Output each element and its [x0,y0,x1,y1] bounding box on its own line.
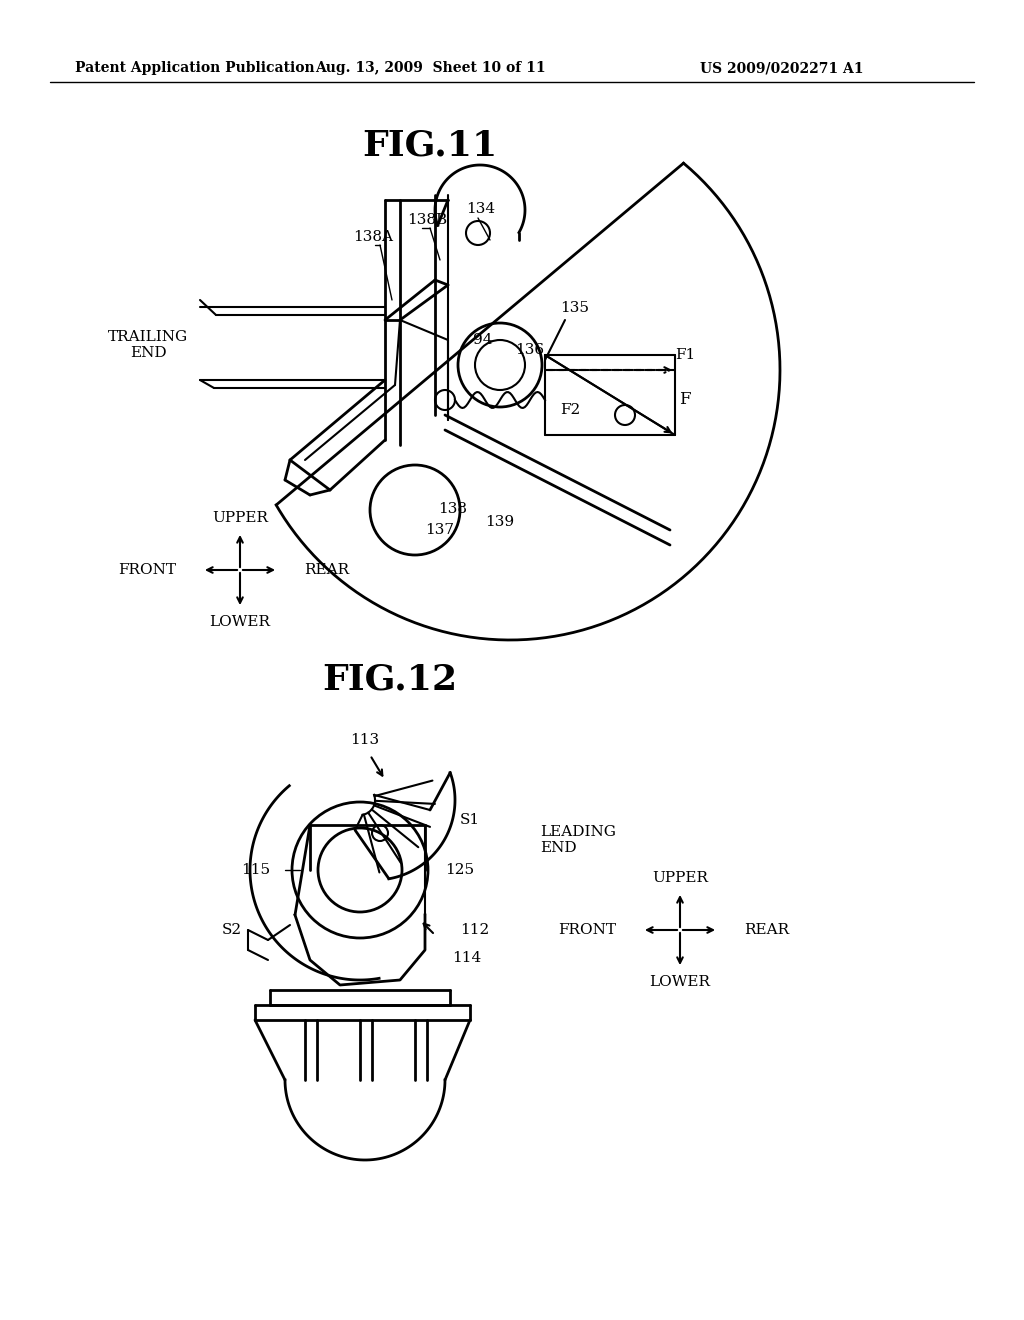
Text: 94: 94 [473,333,493,347]
Text: REAR: REAR [304,564,349,577]
Text: REAR: REAR [744,923,790,937]
Text: TRAILING
END: TRAILING END [108,330,188,360]
Text: UPPER: UPPER [212,511,268,525]
Text: S2: S2 [222,923,242,937]
Text: LEADING
END: LEADING END [540,825,616,855]
Text: F2: F2 [560,403,581,417]
Text: 138A: 138A [353,230,393,244]
Text: LOWER: LOWER [649,975,711,989]
Text: US 2009/0202271 A1: US 2009/0202271 A1 [700,61,863,75]
Text: F1: F1 [675,348,695,362]
Text: FIG.11: FIG.11 [362,128,498,162]
Text: FIG.12: FIG.12 [323,663,458,697]
Text: 112: 112 [460,923,489,937]
Text: 139: 139 [485,515,515,529]
Text: S1: S1 [460,813,480,828]
Text: 114: 114 [452,950,481,965]
Text: FRONT: FRONT [118,564,176,577]
Text: FRONT: FRONT [558,923,616,937]
Text: UPPER: UPPER [652,871,708,884]
Text: 113: 113 [350,733,380,747]
Text: 115: 115 [241,863,270,876]
Text: LOWER: LOWER [210,615,270,630]
Text: 134: 134 [467,202,496,216]
Text: Aug. 13, 2009  Sheet 10 of 11: Aug. 13, 2009 Sheet 10 of 11 [314,61,546,75]
Text: 125: 125 [445,863,474,876]
Text: 138: 138 [438,502,468,516]
Text: F: F [679,392,691,408]
Text: 136: 136 [515,343,545,356]
Text: Patent Application Publication: Patent Application Publication [75,61,314,75]
Text: 135: 135 [560,301,590,315]
Text: 137: 137 [426,523,455,537]
Text: 138B: 138B [407,213,447,227]
